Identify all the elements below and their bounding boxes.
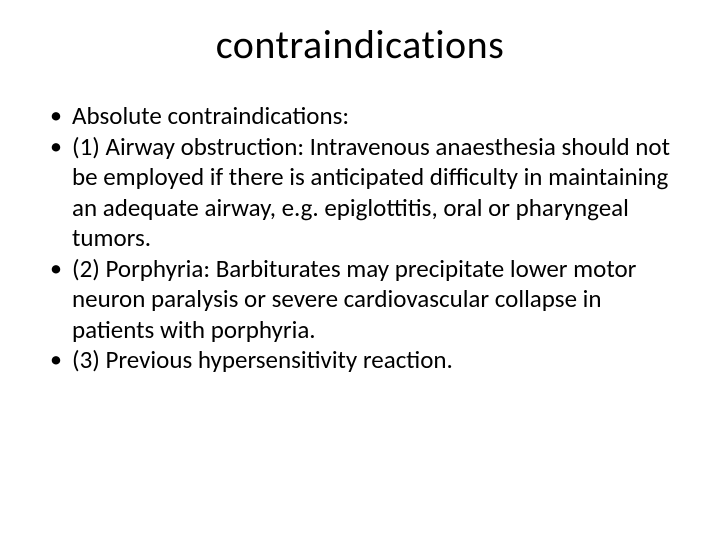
list-item: (3) Previous hypersensitivity reaction. (48, 345, 672, 376)
slide-title: contraindications (48, 20, 672, 69)
list-item: (1) Airway obstruction: Intravenous anae… (48, 132, 672, 254)
list-item: Absolute contraindications: (48, 101, 672, 132)
bullet-list: Absolute contraindications: (1) Airway o… (48, 101, 672, 376)
list-item: (2) Porphyria: Barbiturates may precipit… (48, 254, 672, 346)
slide: contraindications Absolute contraindicat… (0, 0, 720, 540)
